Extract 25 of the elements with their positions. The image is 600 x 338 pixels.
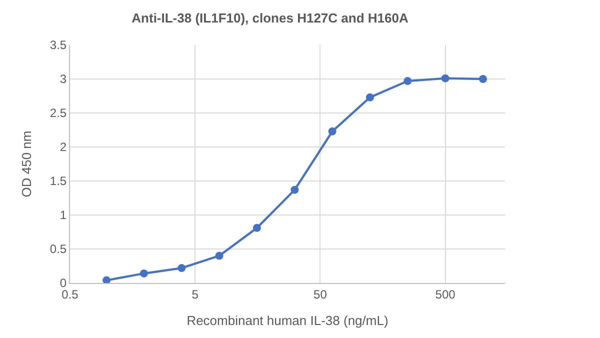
y-tick-label: 1.5 xyxy=(50,174,67,188)
y-tick-label: 3 xyxy=(60,72,67,86)
y-axis-title: OD 450 nm xyxy=(18,130,34,198)
x-axis-title: Recombinant human IL-38 (ng/mL) xyxy=(186,313,388,328)
point xyxy=(252,224,261,232)
point xyxy=(215,252,224,260)
y-tick-label: 0 xyxy=(60,276,67,290)
point xyxy=(290,186,299,194)
point xyxy=(328,127,336,136)
x-tick-label: 5 xyxy=(192,287,199,302)
x-tick-label: 500 xyxy=(435,287,456,302)
point xyxy=(404,77,412,86)
point xyxy=(178,264,186,272)
y-tick-label: 1 xyxy=(60,208,67,222)
y-tick-label: 0.5 xyxy=(50,242,67,256)
chart-title: Anti-IL-38 (IL1F10), clones H127C and H160A xyxy=(132,10,409,26)
y-tick-label: 3.5 xyxy=(50,38,67,52)
point xyxy=(366,93,374,102)
point xyxy=(102,276,111,283)
point xyxy=(140,269,148,278)
y-tick-label: 2.5 xyxy=(50,106,67,120)
point xyxy=(478,75,487,83)
y-tick-label: 2 xyxy=(60,140,67,154)
point xyxy=(441,74,450,82)
x-tick-label: 50 xyxy=(314,287,328,302)
